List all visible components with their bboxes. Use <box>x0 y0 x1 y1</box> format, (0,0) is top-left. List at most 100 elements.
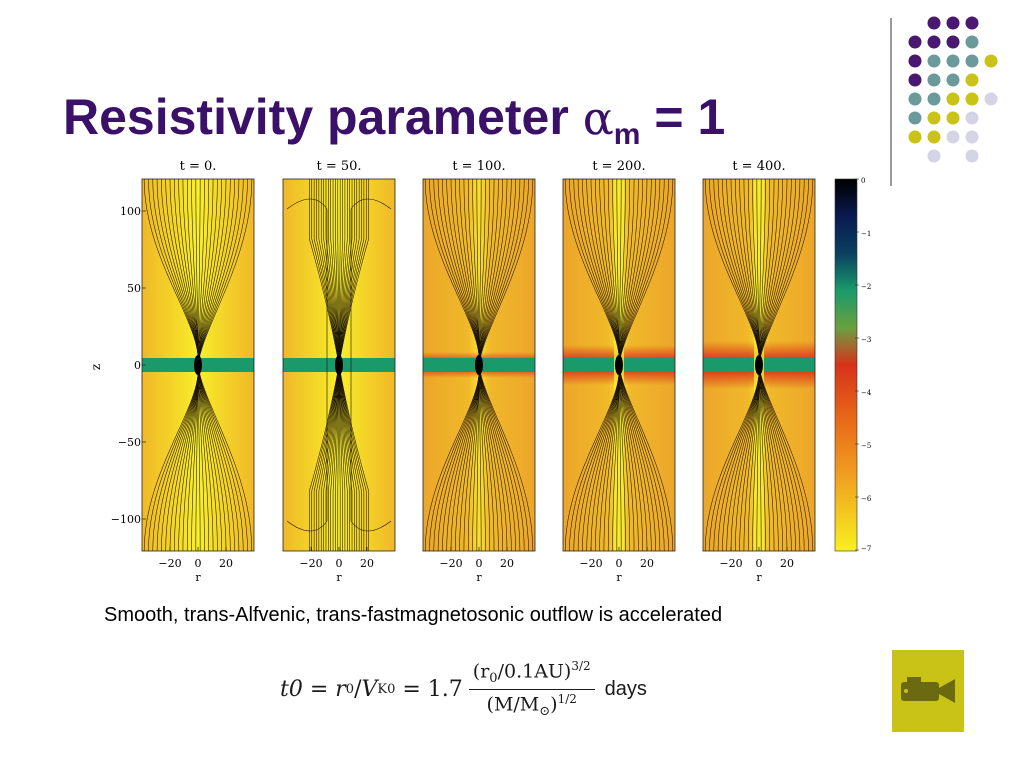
title-prefix: Resistivity parameter <box>63 89 583 145</box>
formula-coefficient: = 1.7 <box>395 676 463 702</box>
field-line <box>758 178 814 366</box>
colorbar-tick-label: −1 <box>861 230 871 238</box>
x-tick-label: 20 <box>780 557 794 570</box>
field-line <box>618 178 652 366</box>
field-line <box>758 364 792 552</box>
field-line <box>197 364 253 552</box>
field-line <box>618 178 635 366</box>
field-line <box>478 364 491 552</box>
x-tick-label: −20 <box>579 557 602 570</box>
field-line <box>758 178 779 366</box>
field-line <box>197 178 205 366</box>
decor-dot <box>927 92 941 106</box>
formula-equals: = <box>302 676 336 702</box>
field-line <box>197 364 214 552</box>
field-line <box>618 178 674 366</box>
x-tick-label: 20 <box>219 557 233 570</box>
field-line <box>478 364 508 552</box>
field-line <box>197 364 210 552</box>
field-line <box>618 178 643 366</box>
field-line <box>197 364 231 552</box>
formula-unit: days <box>604 677 647 700</box>
field-line <box>197 364 205 552</box>
simulation-panel: t = 50. −20 0 20 r <box>282 159 396 584</box>
title-subscript: m <box>613 118 641 151</box>
x-axis-label: r <box>195 571 201 584</box>
x-tick-label: −20 <box>158 557 181 570</box>
panel-time-label: t = 50. <box>316 159 361 174</box>
field-line <box>338 364 369 551</box>
decor-dot <box>927 73 941 87</box>
field-line <box>618 178 631 366</box>
field-line <box>618 178 656 366</box>
central-object <box>194 355 202 375</box>
field-line <box>197 178 227 366</box>
field-line <box>197 178 231 366</box>
decor-dot <box>927 35 941 49</box>
field-line <box>618 178 639 366</box>
decor-dot <box>965 92 979 106</box>
formula-v: V <box>361 676 378 702</box>
field-line <box>478 178 516 366</box>
formula-slash: / <box>354 676 362 702</box>
field-line <box>478 178 503 366</box>
field-line <box>197 178 214 366</box>
formula-lhs: t0 <box>280 676 303 702</box>
y-tick-label: 0 <box>134 359 141 372</box>
x-tick-label: 0 <box>616 557 623 570</box>
central-object <box>335 355 343 375</box>
decor-dot <box>908 92 922 106</box>
field-line <box>350 198 392 532</box>
decor-dot <box>946 54 960 68</box>
field-line <box>197 364 201 552</box>
simulation-panel: t = 200. −20 0 20 r <box>562 159 676 584</box>
field-line <box>197 178 222 366</box>
slide-title: Resistivity parameter αm = 1 <box>63 88 725 152</box>
field-line <box>478 178 486 366</box>
y-tick-label: 100 <box>120 205 141 218</box>
field-line <box>197 364 218 552</box>
field-line <box>478 178 495 366</box>
formula-fraction: (r0/0.1AU)3/2 (M/M⊙)1/2 <box>468 659 595 719</box>
field-line <box>618 364 643 552</box>
field-line <box>758 364 788 552</box>
title-alpha-symbol: α <box>582 91 614 145</box>
field-line <box>758 178 788 366</box>
formula-v-sub: K0 <box>377 681 396 697</box>
play-movie-button[interactable] <box>892 650 964 732</box>
x-tick-label: 0 <box>336 557 343 570</box>
central-object <box>755 355 763 375</box>
field-line <box>618 178 648 366</box>
field-line <box>758 364 762 552</box>
field-line <box>478 364 534 552</box>
field-line <box>618 364 674 552</box>
central-object <box>615 355 623 375</box>
field-line <box>618 364 656 552</box>
decor-dot <box>965 73 979 87</box>
y-tick-label: −50 <box>118 436 141 449</box>
field-line <box>758 364 783 552</box>
field-line <box>478 178 508 366</box>
panel-time-label: t = 200. <box>592 159 645 174</box>
decor-dot <box>946 16 960 30</box>
x-axis-label: r <box>616 571 622 584</box>
field-line <box>618 364 635 552</box>
field-line <box>758 178 792 366</box>
field-line <box>758 364 814 552</box>
formula-r-sub: 0 <box>345 681 355 697</box>
field-line <box>478 364 499 552</box>
decor-dot <box>984 54 998 68</box>
field-line <box>197 178 253 366</box>
field-line <box>478 364 512 552</box>
field-line <box>197 178 235 366</box>
decor-dot <box>927 16 941 30</box>
field-line <box>758 364 775 552</box>
central-object <box>475 355 483 375</box>
field-line <box>758 364 766 552</box>
colorbar-tick-label: −6 <box>861 495 872 503</box>
formula-denominator: (M/M⊙)1/2 <box>486 691 577 719</box>
field-line <box>478 178 491 366</box>
colorbar-tick-label: 0 <box>861 177 865 185</box>
field-line <box>197 178 218 366</box>
